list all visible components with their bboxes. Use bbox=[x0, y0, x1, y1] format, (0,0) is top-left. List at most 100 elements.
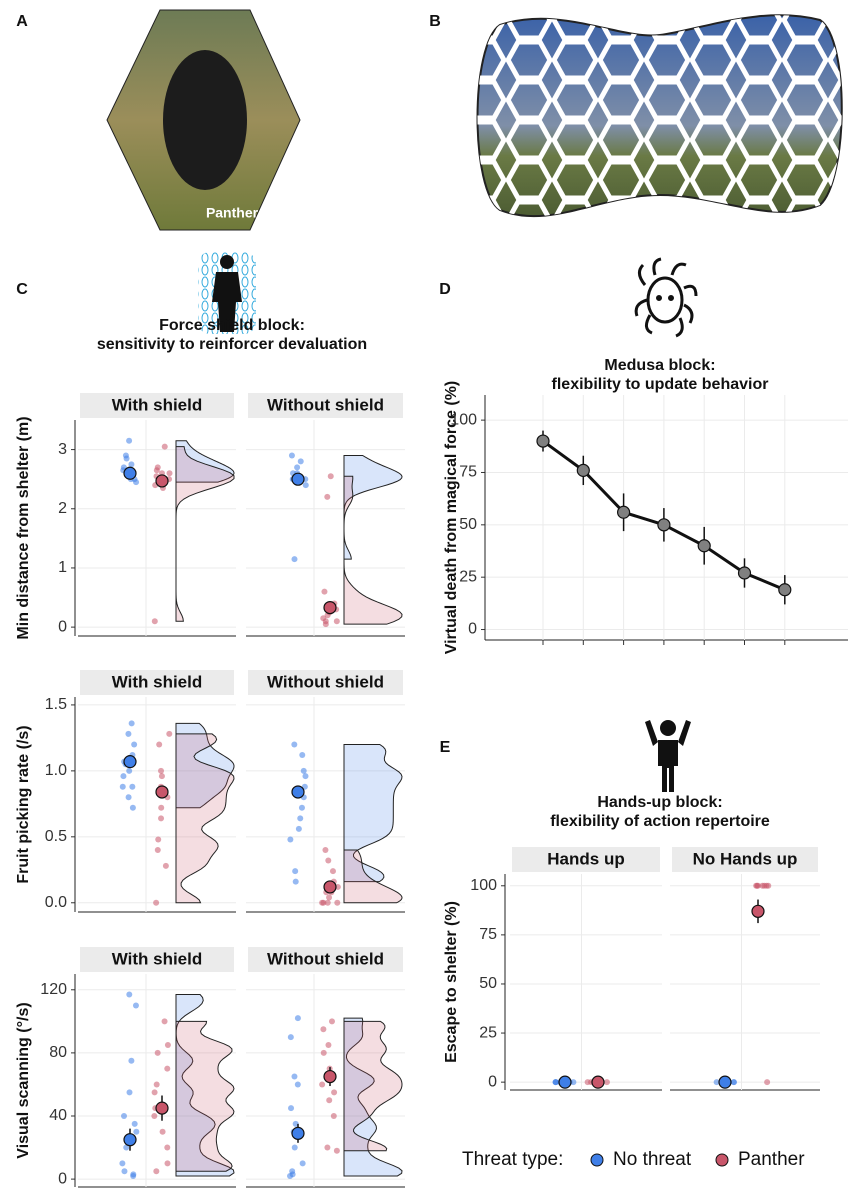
point bbox=[698, 540, 710, 552]
mean-point bbox=[292, 473, 304, 485]
point bbox=[301, 768, 307, 774]
point bbox=[130, 805, 136, 811]
image-caption: Panther bbox=[206, 205, 259, 221]
point bbox=[164, 1066, 170, 1072]
chart-subtitle: flexibility to update behavior bbox=[552, 376, 769, 393]
mean-point bbox=[324, 1071, 336, 1083]
point bbox=[288, 1105, 294, 1111]
point bbox=[324, 494, 330, 500]
y-tick-label: 1.0 bbox=[45, 762, 67, 779]
point bbox=[291, 1074, 297, 1080]
point bbox=[154, 1081, 160, 1087]
point bbox=[320, 1026, 326, 1032]
y-tick-label: 75 bbox=[479, 926, 497, 943]
mean-point bbox=[124, 467, 136, 479]
y-tick-label: 0 bbox=[58, 1170, 67, 1187]
y-tick-label: 1.5 bbox=[45, 696, 67, 713]
point bbox=[160, 1129, 166, 1135]
legend: Threat type:No threatPanther bbox=[462, 1149, 805, 1170]
panel-label: E bbox=[440, 739, 451, 756]
facet-label: With shield bbox=[112, 672, 203, 691]
point bbox=[300, 1160, 306, 1166]
point bbox=[159, 773, 165, 779]
medusa-icon bbox=[636, 259, 696, 336]
point bbox=[298, 458, 304, 464]
point bbox=[326, 894, 332, 900]
y-tick-label: 1 bbox=[58, 559, 67, 576]
legend-title: Threat type: bbox=[462, 1149, 563, 1170]
point bbox=[292, 1145, 298, 1151]
mean-point bbox=[292, 1127, 304, 1139]
y-axis-label: Visual scanning (°/s) bbox=[15, 1002, 32, 1158]
mean-point bbox=[559, 1076, 571, 1088]
chart-title: Medusa block: bbox=[604, 357, 715, 374]
y-tick-label: 80 bbox=[49, 1044, 67, 1061]
y-tick-label: 50 bbox=[479, 975, 497, 992]
point bbox=[297, 815, 303, 821]
point bbox=[537, 435, 549, 447]
point bbox=[328, 473, 334, 479]
chart-title: Force shield block: bbox=[159, 317, 305, 334]
mean-point bbox=[719, 1076, 731, 1088]
point bbox=[577, 464, 589, 476]
point bbox=[164, 1145, 170, 1151]
y-tick-label: 40 bbox=[49, 1107, 67, 1124]
y-tick-label: 50 bbox=[459, 516, 477, 533]
mean-point bbox=[324, 881, 336, 893]
point bbox=[303, 482, 309, 488]
panel-label: D bbox=[439, 281, 451, 298]
point bbox=[133, 1129, 139, 1135]
legend-marker bbox=[716, 1154, 728, 1166]
point bbox=[761, 883, 767, 889]
point bbox=[166, 731, 172, 737]
point bbox=[124, 455, 130, 461]
mean-point bbox=[156, 786, 168, 798]
point bbox=[155, 847, 161, 853]
point bbox=[291, 556, 297, 562]
panel-label: A bbox=[16, 13, 28, 30]
point bbox=[129, 720, 135, 726]
y-tick-label: 0.5 bbox=[45, 828, 67, 845]
chart-title: Hands-up block: bbox=[597, 794, 722, 811]
point bbox=[158, 815, 164, 821]
point bbox=[739, 567, 751, 579]
facet-label: Without shield bbox=[267, 949, 384, 968]
y-tick-label: 0.0 bbox=[45, 894, 67, 911]
y-tick-label: 25 bbox=[459, 568, 477, 585]
point bbox=[334, 618, 340, 624]
point bbox=[129, 784, 135, 790]
legend-marker bbox=[591, 1154, 603, 1166]
panther-shape bbox=[163, 50, 247, 190]
figure: Panther Threat type:No threatPanther ABC… bbox=[0, 0, 856, 1189]
point bbox=[155, 836, 161, 842]
y-tick-label: 0 bbox=[468, 621, 477, 638]
point bbox=[121, 1113, 127, 1119]
point bbox=[128, 1058, 134, 1064]
mean-point bbox=[156, 1102, 168, 1114]
point bbox=[321, 589, 327, 595]
mean-point bbox=[156, 475, 168, 487]
y-tick-label: 75 bbox=[459, 464, 477, 481]
point bbox=[130, 1173, 136, 1179]
facet-label: With shield bbox=[112, 395, 203, 414]
chart-subtitle: flexibility of action repertoire bbox=[550, 813, 770, 830]
point bbox=[295, 1081, 301, 1087]
chart-subtitle: sensitivity to reinforcer devaluation bbox=[97, 336, 367, 353]
density bbox=[344, 456, 402, 560]
density bbox=[176, 1021, 234, 1171]
mean-point bbox=[124, 1134, 136, 1146]
point bbox=[120, 784, 126, 790]
mean-point bbox=[752, 905, 764, 917]
point bbox=[133, 1003, 139, 1009]
point bbox=[131, 741, 137, 747]
point bbox=[128, 461, 134, 467]
point bbox=[294, 464, 300, 470]
mean-point bbox=[592, 1076, 604, 1088]
y-tick-label: 100 bbox=[450, 411, 477, 428]
facet-label: Without shield bbox=[267, 672, 384, 691]
mean-point bbox=[292, 786, 304, 798]
point bbox=[155, 1050, 161, 1056]
point bbox=[764, 1079, 770, 1085]
legend-label: Panther bbox=[738, 1149, 805, 1170]
point bbox=[156, 741, 162, 747]
